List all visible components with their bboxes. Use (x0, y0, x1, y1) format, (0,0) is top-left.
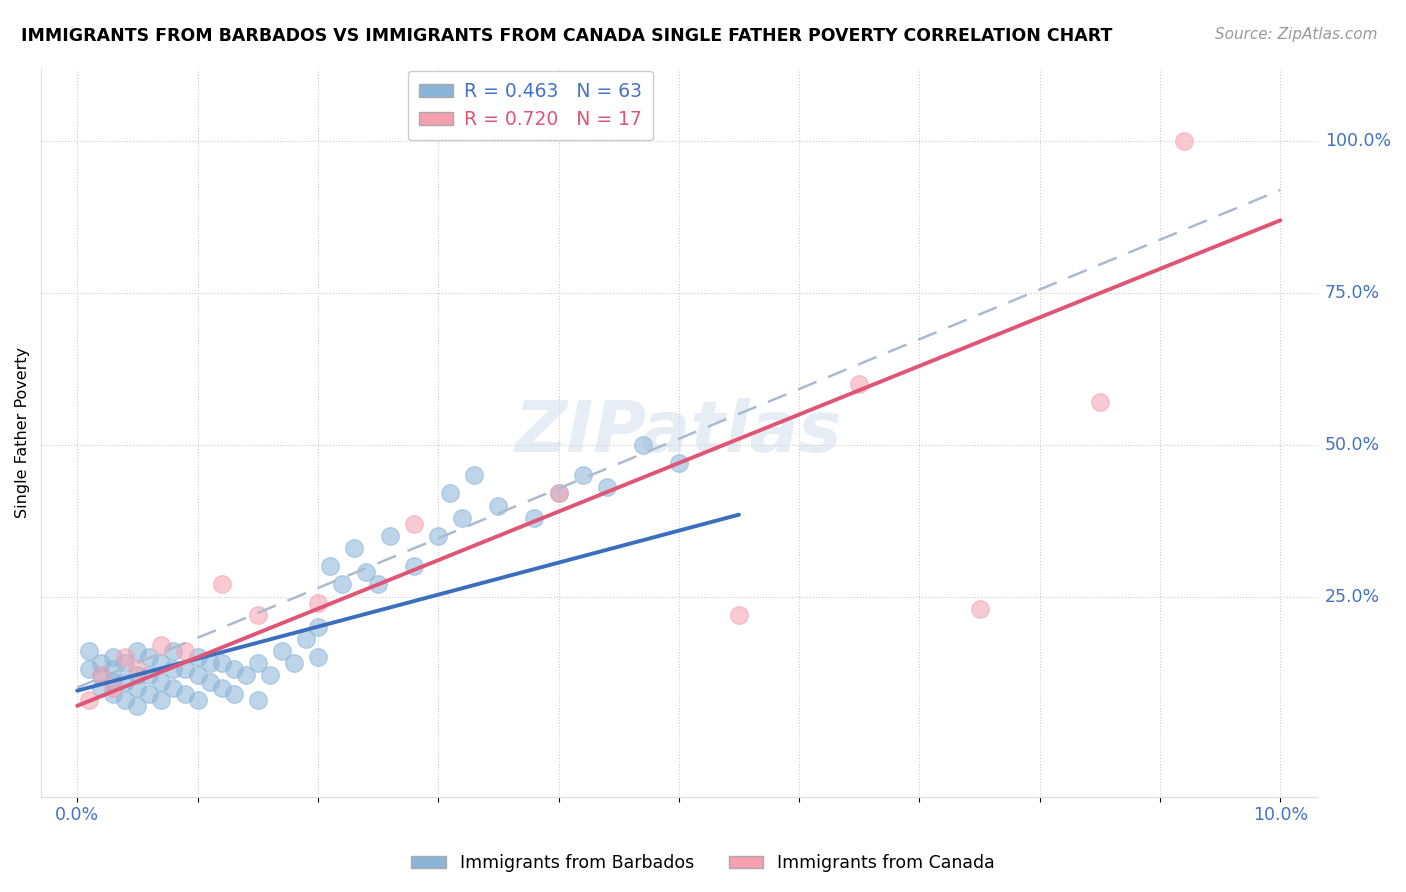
Point (523, 510, 546, 524)
Point (198, 657, 221, 671)
Point (174, 644, 197, 658)
Point (848, 377, 870, 392)
Point (103, 662, 125, 676)
Point (162, 681, 184, 695)
Point (354, 566, 377, 580)
Point (103, 650, 125, 665)
Point (1088, 395, 1111, 409)
Point (259, 668, 281, 682)
Text: IMMIGRANTS FROM BARBADOS VS IMMIGRANTS FROM CANADA SINGLE FATHER POVERTY CORRELA: IMMIGRANTS FROM BARBADOS VS IMMIGRANTS F… (21, 27, 1112, 45)
Point (222, 687, 245, 701)
Point (343, 541, 366, 555)
Point (114, 693, 136, 707)
Point (174, 687, 197, 701)
Point (90, 668, 112, 682)
Point (295, 632, 318, 646)
Point (77, 644, 100, 658)
Point (378, 529, 401, 543)
Point (77, 662, 100, 676)
Point (307, 596, 329, 610)
Point (150, 638, 173, 652)
Point (90, 681, 112, 695)
Point (150, 657, 173, 671)
Point (162, 662, 184, 676)
Point (90, 657, 112, 671)
Point (127, 662, 149, 676)
Point (451, 510, 474, 524)
Point (668, 456, 690, 470)
Point (246, 607, 269, 622)
Point (162, 644, 184, 658)
Point (186, 650, 208, 665)
Point (404, 516, 426, 531)
Point (211, 657, 233, 671)
Point (246, 657, 269, 671)
Point (330, 577, 353, 591)
Point (404, 559, 426, 574)
Point (127, 681, 149, 695)
Text: ZIPatlas: ZIPatlas (515, 398, 842, 467)
Text: 75.0%: 75.0% (1324, 285, 1381, 302)
Point (114, 674, 136, 689)
Point (222, 662, 245, 676)
Point (211, 681, 233, 695)
Point (595, 480, 617, 494)
Point (103, 681, 125, 695)
Point (127, 644, 149, 658)
Point (235, 668, 257, 682)
Point (174, 662, 197, 676)
Point (307, 650, 329, 665)
Text: 100.0%: 100.0% (1324, 132, 1391, 151)
Text: 25.0%: 25.0% (1324, 588, 1381, 606)
Point (186, 668, 208, 682)
Point (211, 577, 233, 591)
Point (1173, 134, 1195, 148)
Text: Source: ZipAtlas.com: Source: ZipAtlas.com (1215, 27, 1378, 42)
Point (969, 601, 991, 615)
Point (103, 687, 125, 701)
Point (486, 499, 509, 513)
Point (728, 607, 751, 622)
Point (427, 529, 450, 543)
Point (127, 668, 149, 682)
Legend: Immigrants from Barbados, Immigrants from Canada: Immigrants from Barbados, Immigrants fro… (404, 847, 1002, 879)
Point (150, 674, 173, 689)
Point (547, 486, 569, 500)
Text: 50.0%: 50.0% (1324, 436, 1381, 454)
Point (150, 693, 173, 707)
Point (571, 468, 593, 483)
Point (367, 577, 389, 591)
Point (283, 657, 305, 671)
Point (138, 650, 160, 665)
Y-axis label: Single Father Poverty: Single Father Poverty (15, 347, 30, 518)
Point (198, 674, 221, 689)
Point (547, 486, 569, 500)
Point (114, 650, 136, 665)
Point (439, 486, 461, 500)
Point (138, 668, 160, 682)
Point (138, 687, 160, 701)
Point (246, 693, 269, 707)
Point (90, 668, 112, 682)
Point (463, 468, 485, 483)
Point (631, 438, 654, 452)
Point (114, 657, 136, 671)
Point (127, 698, 149, 713)
Point (77, 693, 100, 707)
Point (307, 620, 329, 634)
Point (186, 693, 208, 707)
Legend: R = 0.463   N = 63, R = 0.720   N = 17: R = 0.463 N = 63, R = 0.720 N = 17 (408, 70, 654, 140)
Text: 0.0%: 0.0% (55, 806, 100, 824)
Text: 10.0%: 10.0% (1253, 806, 1308, 824)
Point (103, 674, 125, 689)
Point (270, 644, 292, 658)
Point (319, 559, 342, 574)
